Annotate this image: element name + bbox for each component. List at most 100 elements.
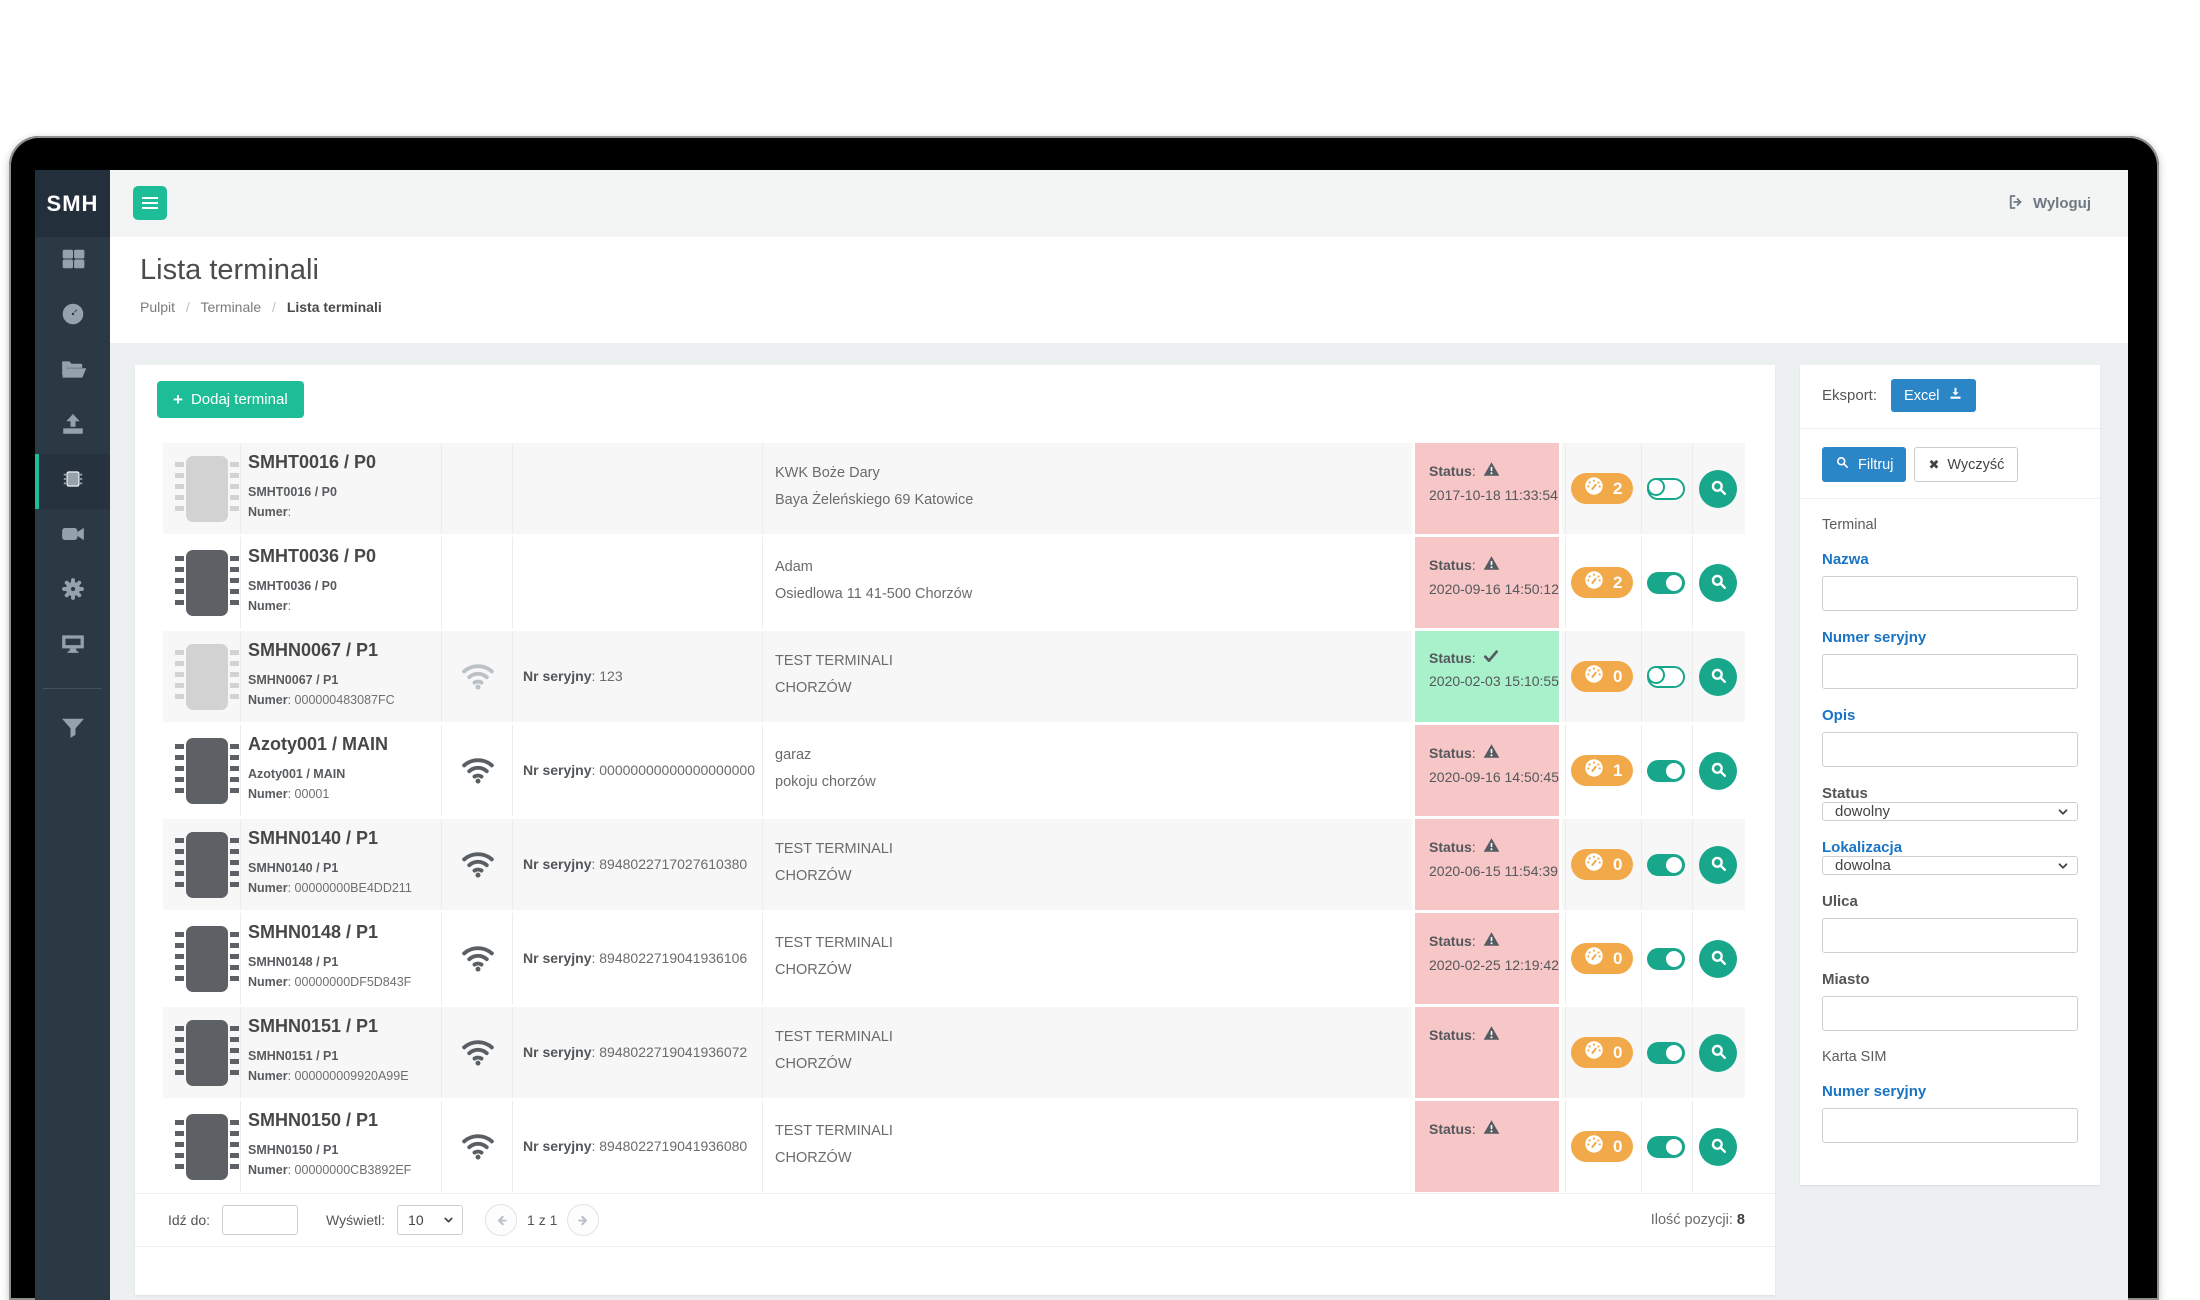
warning-icon: [1483, 555, 1500, 574]
add-terminal-button[interactable]: + Dodaj terminal: [157, 381, 304, 418]
details-search-button[interactable]: [1699, 470, 1737, 508]
page-size-select[interactable]: 10: [397, 1205, 464, 1235]
filter-input-opis[interactable]: [1822, 732, 2078, 767]
enabled-toggle[interactable]: [1647, 1136, 1685, 1158]
terminal-title: SMHN0151 / P1: [248, 1016, 379, 1036]
breadcrumb: Pulpit / Terminale / Lista terminali: [140, 299, 2128, 315]
column-separator: [1565, 819, 1566, 910]
breadcrumb-item-pulpit[interactable]: Pulpit: [140, 299, 176, 315]
filter-input-miasto[interactable]: [1822, 996, 2078, 1031]
filter-input-nazwa[interactable]: [1822, 576, 2078, 611]
sidebar-item-folder-open[interactable]: [35, 344, 110, 399]
terminal-chip-image: [175, 456, 239, 522]
terminal-title: SMHN0140 / P1: [248, 828, 379, 848]
sidebar-item-filter-funnel[interactable]: [35, 703, 110, 758]
prev-page-button[interactable]: [485, 1204, 518, 1236]
status-date: 2020-09-16 14:50:12: [1429, 581, 1559, 597]
alarm-count: 0: [1613, 854, 1623, 874]
sidebar-item-dashboard[interactable]: [35, 289, 110, 344]
details-search-button[interactable]: [1699, 846, 1737, 884]
alarm-count-badge[interactable]: 1: [1571, 755, 1634, 786]
filter-label-nazwa[interactable]: Nazwa: [1822, 551, 1869, 568]
details-search-button[interactable]: [1699, 1128, 1737, 1166]
divider: [1800, 498, 2100, 499]
terminal-number: Numer: 00000000BE4DD211: [248, 881, 412, 895]
alarm-count: 2: [1613, 572, 1623, 592]
microchip-icon: [60, 466, 86, 497]
sidebar-item-upload[interactable]: [35, 399, 110, 454]
details-search-button[interactable]: [1699, 658, 1737, 696]
page-header: Lista terminali Pulpit / Terminale / Lis…: [110, 237, 2128, 343]
filter-label-ulica: Ulica: [1822, 893, 1858, 910]
enabled-toggle[interactable]: [1647, 572, 1685, 594]
alarm-count-badge[interactable]: 2: [1571, 473, 1634, 504]
alarm-count-badge[interactable]: 0: [1571, 1131, 1634, 1162]
filter-input-numer-seryjny[interactable]: [1822, 654, 2078, 689]
export-label: Eksport:: [1822, 387, 1878, 404]
alarm-count-badge[interactable]: 0: [1571, 1037, 1634, 1068]
column-separator: [512, 1007, 513, 1098]
column-separator: [441, 537, 442, 628]
enabled-toggle[interactable]: [1647, 854, 1685, 876]
wifi-icon: [460, 941, 496, 973]
column-separator: [512, 1101, 513, 1192]
details-search-button[interactable]: [1699, 752, 1737, 790]
filter-label-opis[interactable]: Opis: [1822, 707, 1856, 724]
gauge-icon: [1582, 569, 1606, 596]
column-separator: [1692, 725, 1693, 816]
filter-input-ulica[interactable]: [1822, 918, 2078, 953]
details-search-button[interactable]: [1699, 1034, 1737, 1072]
terminal-number: Numer: 000000009920A99E: [248, 1069, 409, 1083]
terminal-address: TEST TERMINALI CHORZÓW: [775, 1123, 893, 1166]
filter-select-status[interactable]: dowolny: [1822, 802, 2078, 821]
enabled-toggle[interactable]: [1647, 478, 1685, 500]
column-separator: [762, 819, 763, 910]
alarm-count-badge[interactable]: 2: [1571, 567, 1634, 598]
enabled-toggle[interactable]: [1647, 948, 1685, 970]
logout-button[interactable]: Wyloguj: [2007, 170, 2091, 237]
terminal-number: Numer: 00001: [248, 787, 330, 801]
menu-toggle-button[interactable]: [133, 186, 167, 220]
alarm-count-badge[interactable]: 0: [1571, 661, 1634, 692]
terminal-title: Azoty001 / MAIN: [248, 734, 389, 754]
filter-label-numer-seryjny[interactable]: Numer seryjny: [1822, 629, 1927, 646]
enabled-toggle[interactable]: [1647, 760, 1685, 782]
filter-button[interactable]: Filtruj: [1822, 447, 1907, 482]
details-search-button[interactable]: [1699, 564, 1737, 602]
enabled-toggle[interactable]: [1647, 1042, 1685, 1064]
details-search-button[interactable]: [1699, 940, 1737, 978]
filter-input-numer-seryjny[interactable]: [1822, 1108, 2078, 1143]
status-date: 2020-06-15 11:54:39: [1429, 863, 1558, 879]
column-separator: [1692, 537, 1693, 628]
terminal-subtitle: SMHT0036 / P0: [248, 579, 337, 593]
terminal-subtitle: SMHN0140 / P1: [248, 861, 339, 875]
column-separator: [1565, 913, 1566, 1004]
column-separator: [1641, 819, 1642, 910]
status-badge: Status: 2020-09-16 14:50:45: [1412, 725, 1562, 816]
clear-filter-button[interactable]: ✖ Wyczyść: [1914, 447, 2019, 482]
breadcrumb-item-terminale[interactable]: Terminale: [200, 299, 262, 315]
filter-select-lokalizacja[interactable]: dowolna: [1822, 856, 2078, 875]
filter-label-lokalizacja[interactable]: Lokalizacja: [1822, 839, 1903, 856]
sidebar-item-video-camera[interactable]: [35, 509, 110, 564]
filter-label-numer-seryjny[interactable]: Numer seryjny: [1822, 1083, 1927, 1100]
sidebar-item-gear[interactable]: [35, 564, 110, 619]
sidebar-item-monitor[interactable]: [35, 619, 110, 674]
goto-page-input[interactable]: [222, 1205, 299, 1235]
alarm-count-badge[interactable]: 0: [1571, 943, 1634, 974]
enabled-toggle[interactable]: [1647, 666, 1685, 688]
terminal-chip-image: [175, 738, 239, 804]
terminal-address: TEST TERMINALI CHORZÓW: [775, 1029, 893, 1072]
terminal-chip-image: [175, 1020, 239, 1086]
column-separator: [1692, 631, 1693, 722]
serial-number: Nr seryjny: 8948022719041936106: [523, 950, 748, 966]
gauge-icon: [1582, 475, 1606, 502]
column-separator: [512, 725, 513, 816]
column-separator: [441, 443, 442, 534]
sidebar-item-grid[interactable]: [35, 234, 110, 289]
alarm-count-badge[interactable]: 0: [1571, 849, 1634, 880]
export-excel-button[interactable]: Excel: [1891, 379, 1976, 412]
column-separator: [1692, 1007, 1693, 1098]
sidebar-item-microchip[interactable]: [35, 454, 110, 509]
next-page-button[interactable]: [567, 1204, 600, 1236]
